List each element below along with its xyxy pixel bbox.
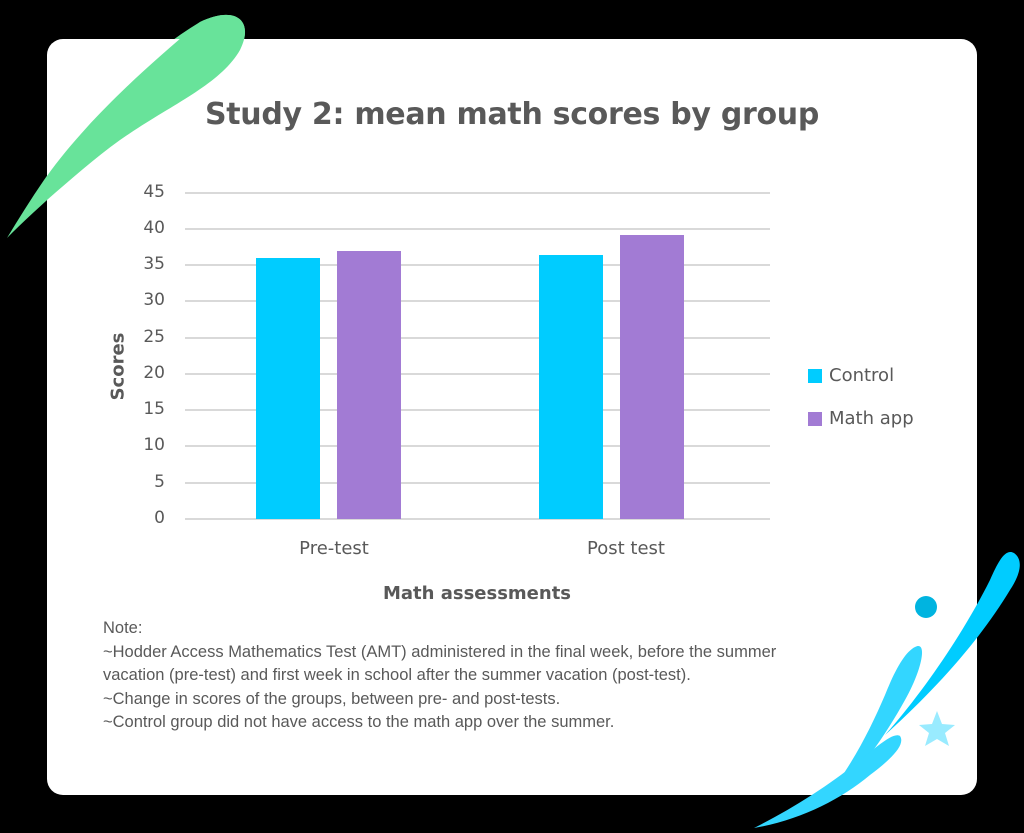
y-tick-label: 25: [143, 326, 165, 347]
y-tick-label: 40: [143, 217, 165, 238]
x-tick-pre-test: Pre-test: [299, 538, 369, 559]
legend-item-math-app: Math app: [808, 408, 914, 429]
y-tick-label: 15: [143, 399, 165, 420]
bar-control-post-test: [539, 254, 603, 519]
y-tick-label: 45: [143, 181, 165, 202]
x-tick-post-test: Post test: [587, 538, 665, 559]
gridline: [185, 409, 770, 412]
note-line: vacation (pre-test) and first week in sc…: [103, 666, 691, 685]
note-line: ~Change in scores of the groups, between…: [103, 689, 561, 708]
chart-title: Study 2: mean math scores by group: [204, 97, 820, 132]
note-heading: Note:: [103, 619, 143, 637]
gridline: [185, 191, 770, 194]
bar-math-app-post-test: [620, 234, 684, 519]
y-tick-label: 30: [143, 290, 165, 311]
y-tick-label: 20: [143, 362, 165, 383]
bar-math-app-pre-test: [337, 250, 401, 519]
gridline: [185, 300, 770, 303]
gridline: [185, 372, 770, 375]
x-axis-label: Math assessments: [382, 583, 572, 604]
chart-note: Note: ~Hodder Access Mathematics Test (A…: [103, 617, 776, 735]
y-tick-label: 35: [143, 254, 165, 275]
y-tick-label: 10: [143, 435, 165, 456]
gridline: [185, 481, 770, 484]
legend-label-control: Control: [829, 365, 895, 386]
gridline: [185, 227, 770, 230]
gridline: [185, 445, 770, 448]
gridline: [185, 336, 770, 339]
gridline: [185, 518, 770, 520]
note-line: ~Hodder Access Mathematics Test (AMT) ad…: [103, 642, 777, 661]
legend-label-math-app: Math app: [829, 408, 914, 429]
bar-control-pre-test: [256, 257, 320, 519]
note-line: ~Control group did not have access to th…: [103, 713, 615, 732]
y-tick-label: 5: [154, 471, 165, 492]
y-tick-label: 0: [154, 508, 165, 528]
gridline: [185, 264, 770, 267]
legend-item-control: Control: [808, 365, 894, 386]
legend-swatch-control: [808, 368, 822, 383]
legend-swatch-math-app: [808, 411, 822, 426]
